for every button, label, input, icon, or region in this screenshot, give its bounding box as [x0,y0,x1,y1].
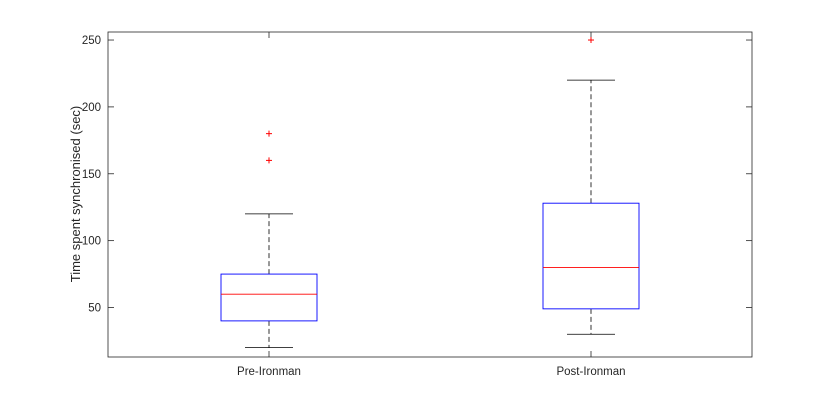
box-series [220,37,640,349]
x-tick-label: Pre-Ironman [237,366,301,378]
box-post-ironman [542,37,640,335]
iqr-box [220,273,318,322]
y-tick-label: 100 [82,236,101,248]
y-axis: 50 100 150 200 250 [82,35,752,315]
y-tick-label: 250 [82,35,101,47]
y-tick-label: 50 [88,303,101,315]
x-axis: Pre-Ironman Post-Ironman [237,32,626,378]
iqr-box [542,202,640,310]
y-tick-label: 200 [82,102,101,114]
box-pre-ironman [220,130,318,349]
y-tick-label: 150 [82,169,101,181]
y-axis-label: Time spent synchronised (sec) [68,106,83,283]
outlier-marker [588,37,594,44]
plot-area [107,31,753,358]
outlier-marker [266,157,272,164]
x-tick-label: Post-Ironman [556,366,625,378]
outlier-marker [266,130,272,137]
